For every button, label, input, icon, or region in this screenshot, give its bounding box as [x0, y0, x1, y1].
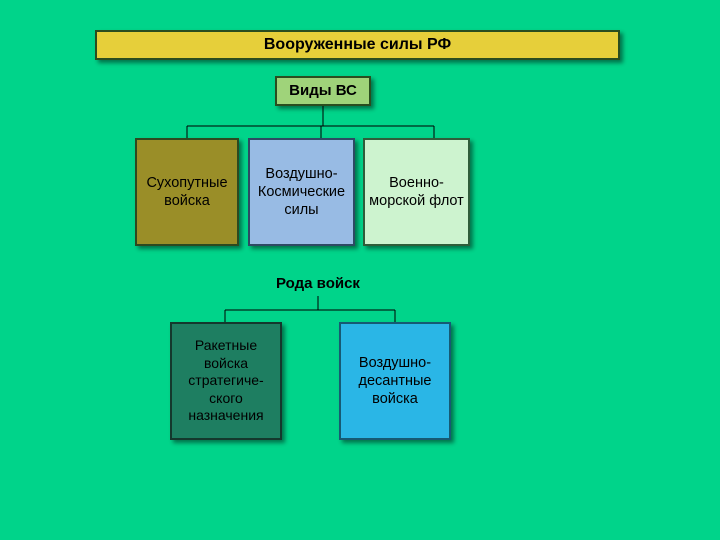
section1-child-1-label: Воздушно-Космические силы [250, 165, 353, 219]
section1-header-label: Виды ВС [289, 82, 357, 101]
section1-child-2-label: Военно-морской флот [365, 174, 468, 210]
title-bar: Вооруженные силы РФ [95, 30, 620, 60]
section1-child-1: Воздушно-Космические силы [248, 138, 355, 246]
section1-child-0-label: Сухопутные войска [137, 174, 237, 210]
section1-child-0: Сухопутные войска [135, 138, 239, 246]
section2-child-0: Ракетные войска стратегиче-ского назначе… [170, 322, 282, 440]
section2-header-label: Рода войск [276, 275, 360, 294]
section2-child-1: Воздушно-десантные войска [339, 322, 451, 440]
section2-child-0-label: Ракетные войска стратегиче-ского назначе… [172, 337, 280, 425]
section1-child-2: Военно-морской флот [363, 138, 470, 246]
section1-header: Виды ВС [275, 76, 371, 106]
section2-child-1-label: Воздушно-десантные войска [341, 354, 449, 408]
title-bar-label: Вооруженные силы РФ [264, 35, 451, 55]
section2-header: Рода войск [258, 272, 378, 296]
